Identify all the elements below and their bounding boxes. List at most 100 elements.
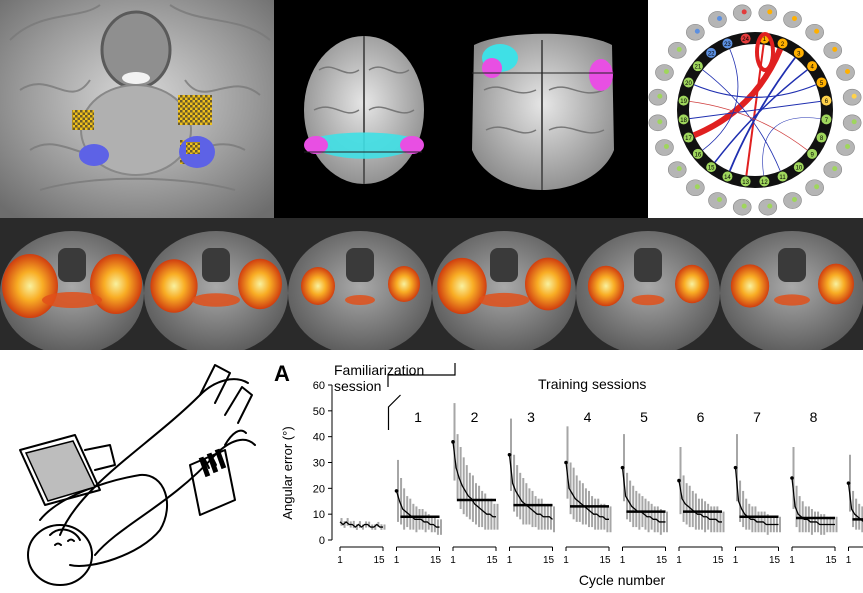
connectogram-node-label: 24 — [742, 37, 749, 43]
activation-strip-panel — [0, 218, 863, 350]
session-group: 2 1 15 — [450, 403, 499, 566]
connectogram-node — [692, 148, 703, 159]
slice-brainstem — [202, 248, 230, 282]
familiarization-label-line2: session — [334, 378, 381, 394]
x-tick-label: 1 — [846, 555, 852, 566]
connectogram-node — [777, 38, 788, 49]
brain-thumbnail-spot — [741, 203, 747, 209]
learning-curve-chart-panel: A Familiarization session Training sessi… — [270, 355, 863, 593]
activation-strip-image — [0, 231, 863, 350]
session-number-label: 4 — [584, 409, 592, 425]
first-cycle-point — [451, 440, 455, 444]
connectogram-node-label: 6 — [825, 99, 829, 105]
activation-blob — [388, 266, 420, 302]
x-axis-label: Cycle number — [579, 572, 666, 588]
slice-brainstem — [346, 248, 374, 282]
y-tick-label: 10 — [313, 509, 325, 521]
session-number-label: 7 — [753, 409, 761, 425]
brain-thumbnail-spot — [832, 166, 838, 172]
activation-blob — [150, 259, 198, 313]
activation-blob — [238, 258, 282, 310]
brain-thumbnail-spot — [741, 9, 747, 15]
connectogram-node-label: 1 — [763, 37, 767, 43]
session-group: 9115 — [846, 454, 863, 566]
connectogram-node — [722, 38, 733, 49]
brain-thumbnail-spot — [814, 184, 820, 190]
connectogram-node — [678, 95, 689, 106]
connectogram-node — [777, 171, 788, 182]
session-group: 5 1 15 — [620, 409, 668, 566]
series-line — [508, 454, 553, 520]
first-cycle-point — [394, 489, 399, 493]
connectogram-node-label: 17 — [685, 136, 692, 142]
connectogram-link — [689, 100, 821, 120]
axial-slice — [288, 231, 432, 350]
connectogram-node-label: 4 — [810, 65, 814, 71]
first-cycle-point — [677, 478, 681, 483]
x-tick-label: 15 — [656, 555, 668, 566]
connectogram-node-label: 22 — [708, 51, 715, 57]
connectogram-link — [692, 47, 784, 139]
connectogram-node — [793, 162, 804, 173]
connectogram-node — [821, 114, 832, 125]
session-number-label: 1 — [414, 409, 422, 425]
brain-thumbnail-spot — [792, 15, 798, 21]
connectogram-node — [821, 95, 832, 106]
activation-blob — [42, 292, 102, 308]
x-tick-label: 15 — [543, 555, 555, 566]
brain-thumbnail-spot — [767, 203, 773, 209]
brain-thumbnail-spot — [716, 15, 722, 21]
connectogram-node — [692, 61, 703, 72]
brain-slice-panel — [0, 0, 274, 218]
brain-thumbnail-spot — [845, 144, 851, 150]
x-tick-label: 1 — [337, 555, 343, 566]
session-number-label: 8 — [810, 409, 818, 425]
connectogram-node — [722, 171, 733, 182]
connectogram-node — [740, 33, 751, 44]
session-group: 1 1 15 — [394, 409, 442, 566]
brain-thumbnail-spot — [694, 28, 700, 34]
first-cycle-point — [846, 481, 851, 485]
connectogram-node-label: 10 — [795, 166, 802, 172]
x-tick-label: 15 — [769, 555, 781, 566]
y-tick-label: 20 — [313, 483, 325, 495]
connectogram-node-label: 18 — [680, 118, 687, 124]
x-tick-label: 1 — [676, 555, 682, 566]
axial-slice — [576, 231, 720, 350]
brain-thumbnail-spot — [676, 166, 682, 172]
connectogram-link — [702, 69, 781, 172]
connectogram-node-label: 12 — [761, 180, 768, 186]
axial-slice — [0, 231, 144, 350]
connectogram-node-label: 13 — [742, 180, 749, 186]
x-tick-label: 1 — [789, 555, 795, 566]
connectogram-node — [807, 61, 818, 72]
session-number-label: 6 — [697, 409, 705, 425]
x-tick-label: 1 — [733, 555, 739, 566]
y-axis-label: Angular error (°) — [280, 426, 295, 519]
connectogram-link — [762, 117, 821, 176]
supine-subject-illustration — [19, 364, 256, 586]
activation-blob — [345, 295, 375, 305]
panel-label: A — [274, 361, 290, 386]
activation-blob — [478, 292, 530, 308]
first-cycle-point — [507, 452, 512, 457]
activation-blob — [301, 267, 335, 305]
series-line — [734, 467, 779, 526]
activation-blob — [90, 254, 142, 314]
series-line — [452, 441, 496, 518]
connectogram-node-label: 21 — [695, 65, 702, 71]
session-group: 1 15 — [337, 518, 386, 566]
axial-slice — [144, 231, 288, 350]
activation-blob — [675, 264, 709, 304]
session-group: 7 1 15 — [733, 409, 781, 566]
x-tick-label: 1 — [507, 555, 513, 566]
brain-thumbnail-spot — [716, 197, 722, 203]
connectogram-node-label: 14 — [724, 175, 731, 181]
connectogram-self-loop — [755, 32, 775, 72]
brain-thumbnail-spot — [792, 197, 798, 203]
slice-brainstem — [490, 248, 518, 282]
connectogram-link — [693, 84, 817, 98]
slice-anatomy — [720, 231, 863, 350]
series-line — [678, 480, 722, 523]
connectogram-node-label: 2 — [781, 42, 785, 48]
